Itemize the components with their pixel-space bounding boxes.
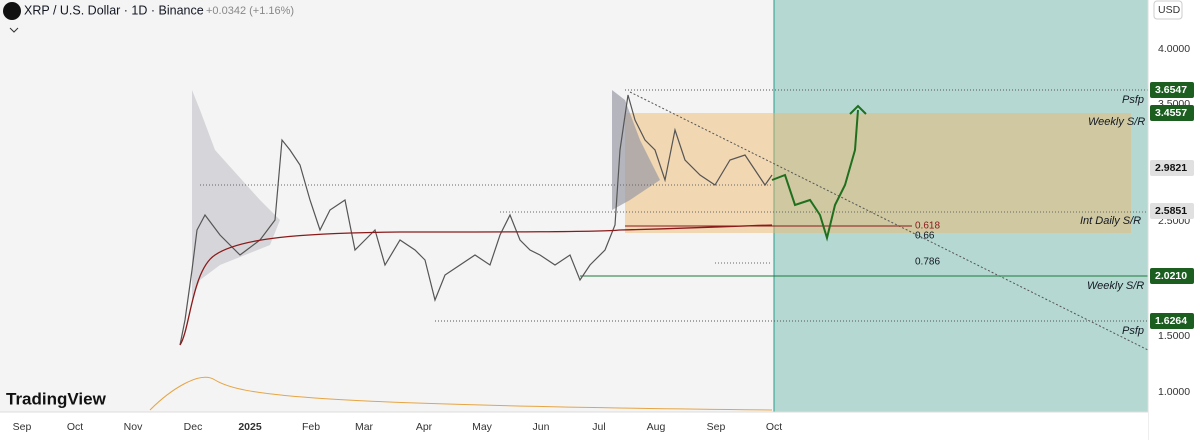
time-tick: May	[472, 421, 493, 433]
time-tick: Jul	[592, 421, 605, 433]
time-tick: Nov	[124, 421, 143, 433]
annotation: 0.618	[915, 221, 940, 232]
price-marker	[1150, 203, 1194, 219]
time-axis-labels: Sep Oct Nov Dec 2025 Feb Mar Apr May Jun Jul Aug Sep…	[13, 421, 783, 433]
trend-line	[629, 91, 1149, 351]
annotation: Weekly S/R	[1087, 280, 1144, 292]
price-marker-label: 1.6264	[1155, 315, 1187, 327]
time-tick: 2025	[238, 421, 262, 433]
time-tick: Oct	[67, 421, 83, 433]
price-marker-label: 3.6547	[1155, 84, 1187, 96]
projection-zone	[774, 0, 1148, 412]
annotation: 0.786	[915, 257, 940, 268]
time-tick: Aug	[647, 421, 666, 433]
price-marker-label: 2.0210	[1155, 270, 1187, 282]
symbol-title[interactable]: XRP / U.S. Dollar · 1D · Binance	[24, 3, 204, 17]
range-box	[625, 113, 1131, 233]
annotation: Int Daily S/R	[1080, 215, 1141, 227]
volume-ma	[149, 376, 773, 411]
time-tick: Sep	[707, 421, 726, 433]
currency-label[interactable]: USD	[1158, 4, 1181, 16]
price-change: +0.0342 (+1.16%)	[206, 5, 294, 17]
time-tick: Feb	[302, 421, 320, 433]
collapse-toggle[interactable]	[9, 27, 19, 33]
time-tick: Mar	[355, 421, 374, 433]
price-marker-label: 3.4557	[1155, 107, 1187, 119]
forecast-arrow	[849, 104, 867, 115]
price-tick: 1.0000	[1158, 386, 1190, 398]
currency-button[interactable]	[1153, 0, 1183, 20]
price-marker	[1150, 313, 1194, 329]
symbol-logo	[3, 2, 21, 20]
price-marker	[1150, 82, 1194, 98]
brand-logo: TradingView	[6, 389, 107, 408]
annotation: 0.66	[915, 231, 935, 242]
time-tick: Oct	[766, 421, 782, 433]
volume-profile	[192, 90, 280, 300]
price-marker	[1150, 105, 1194, 121]
forecast-path	[771, 109, 859, 242]
price-marker	[1150, 268, 1194, 284]
price-marker-label: 2.5851	[1155, 205, 1187, 217]
price-tick: 4.0000	[1158, 43, 1190, 55]
annotation: Weekly S/R	[1088, 116, 1145, 128]
time-axis	[0, 412, 1148, 440]
annotation: Psfp	[1122, 325, 1144, 337]
time-tick: Jun	[533, 421, 550, 433]
price-marker	[1150, 160, 1194, 176]
price-marker-label: 2.9821	[1155, 162, 1187, 174]
time-tick: Sep	[13, 421, 32, 433]
annotation: Psfp	[1122, 94, 1144, 106]
time-tick: Apr	[416, 421, 433, 433]
price-axis	[1148, 0, 1200, 440]
time-tick: Dec	[184, 421, 203, 433]
price-tick: 1.5000	[1158, 330, 1190, 342]
price-line	[179, 94, 773, 346]
moving-average	[179, 224, 773, 346]
